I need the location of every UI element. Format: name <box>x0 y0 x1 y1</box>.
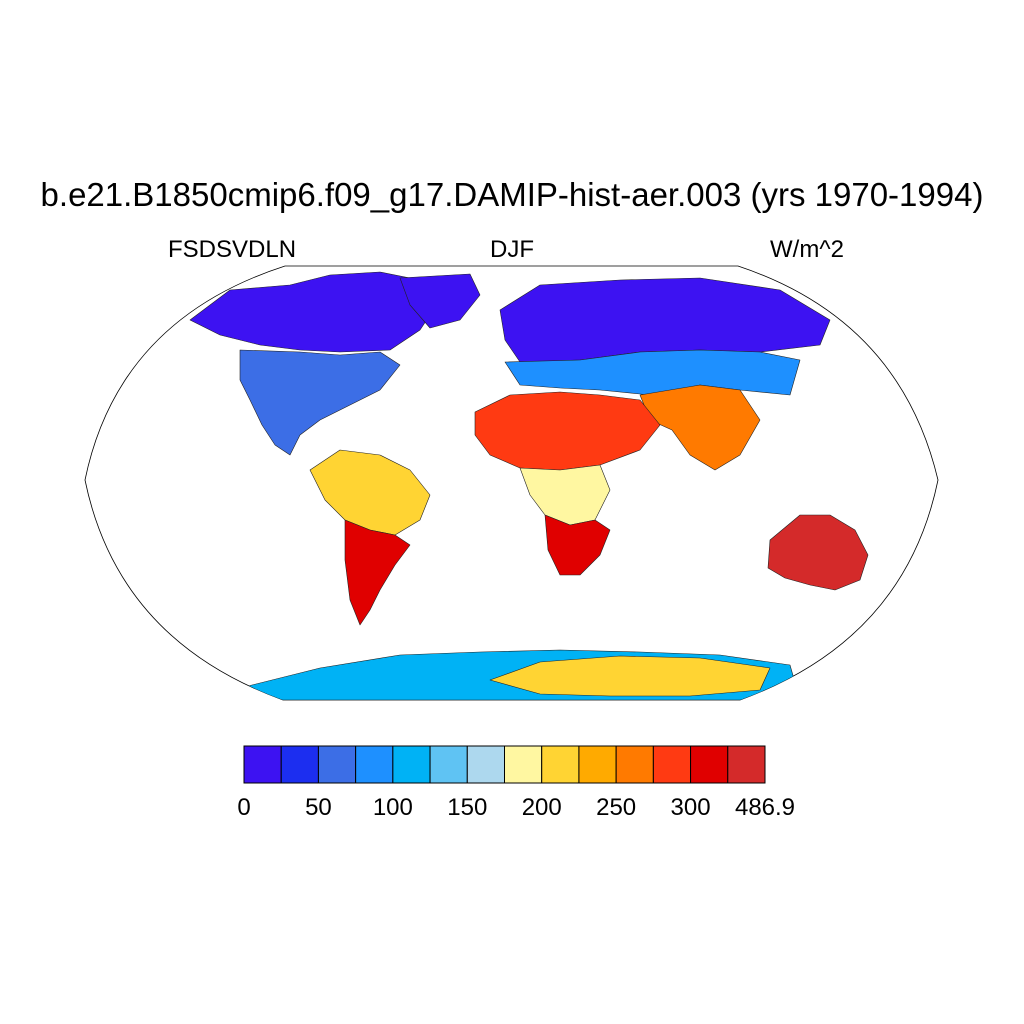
colorbar-tick-label: 250 <box>596 794 636 821</box>
region-south-america-south <box>344 519 411 626</box>
colorbar-box <box>578 745 617 784</box>
region-australia <box>767 514 869 591</box>
region-southern-africa <box>544 514 611 576</box>
colorbar-box <box>317 745 357 784</box>
colorbar-tick-labels: 0 50 100 150 200 250 300 486.9 <box>237 794 795 821</box>
plot-title: b.e21.B1850cmip6.f09_g17.DAMIP-hist-aer.… <box>40 176 984 213</box>
colorbar-box <box>727 745 766 784</box>
colorbar-box <box>504 745 543 784</box>
region-europe <box>504 349 801 396</box>
colorbar-box <box>541 745 580 784</box>
colorbar-tick-label: 150 <box>447 794 487 821</box>
colorbar-box <box>615 745 654 784</box>
colorbar-box <box>392 745 431 784</box>
colorbar-box <box>690 745 729 784</box>
colorbar-box <box>355 745 394 784</box>
colorbar-box <box>652 745 692 784</box>
colorbar-tick-label: 300 <box>671 794 711 821</box>
colorbar-tick-label: 50 <box>305 794 332 821</box>
colorbar-tick-label: 486.9 <box>735 794 795 821</box>
variable-label: FSDSVDLN <box>168 236 297 263</box>
colorbar-tick-label: 200 <box>522 794 562 821</box>
colorbar-box <box>280 745 319 784</box>
colorbar-tick-label: 0 <box>237 794 250 821</box>
colorbar-boxes <box>243 745 766 784</box>
region-antarctica-interior <box>489 655 771 697</box>
region-greenland <box>399 273 481 329</box>
region-south-asia <box>639 384 761 471</box>
region-north-america <box>239 349 401 456</box>
units-label: W/m^2 <box>770 236 844 263</box>
region-amazon <box>309 449 431 536</box>
season-label: DJF <box>490 236 534 263</box>
colorbar-tick-label: 100 <box>373 794 413 821</box>
colorbar-box <box>429 745 468 784</box>
colorbar-box <box>466 745 505 784</box>
region-sahara <box>474 391 661 471</box>
colorbar-box <box>243 745 282 784</box>
